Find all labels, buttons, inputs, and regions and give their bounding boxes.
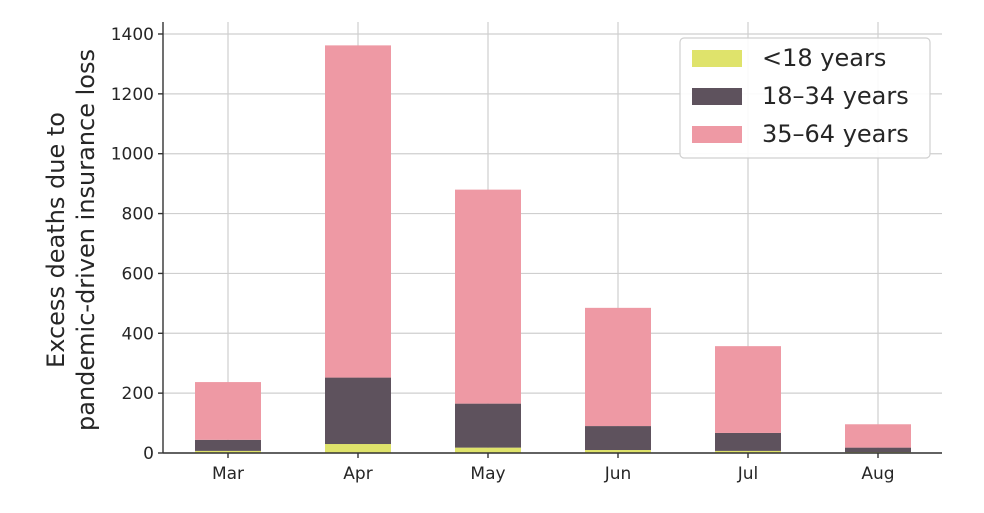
bar-jul-series-2 — [715, 346, 781, 433]
bars — [195, 45, 911, 453]
bar-may-series-0 — [455, 447, 521, 453]
bar-jul-series-1 — [715, 432, 781, 451]
y-axis-label-line-1: Excess deaths due to — [42, 112, 70, 368]
bar-mar-series-2 — [195, 382, 261, 440]
bar-jun-series-2 — [585, 307, 651, 427]
x-tick-label-jun: Jun — [604, 464, 632, 484]
bar-may-series-2 — [455, 189, 521, 404]
y-tick-label-0: 0 — [143, 444, 154, 464]
bar-jun-series-1 — [585, 426, 651, 451]
y-tick-label-800: 800 — [122, 205, 154, 225]
legend-swatch-0 — [692, 50, 742, 67]
x-tick-label-aug: Aug — [861, 464, 894, 484]
legend-swatch-2 — [692, 126, 742, 143]
legend-label-0: <18 years — [762, 44, 886, 72]
bar-mar-series-0 — [195, 450, 261, 453]
bar-jun-series-0 — [585, 450, 651, 453]
bar-apr-series-1 — [325, 377, 391, 445]
bar-apr-series-2 — [325, 45, 391, 378]
y-tick-labels: 0 200 400 600 800 1000 1200 1400 — [111, 25, 163, 464]
bar-apr-series-0 — [325, 444, 391, 453]
bar-jul-series-0 — [715, 450, 781, 453]
x-tick-label-may: May — [470, 464, 505, 484]
legend-frame — [679, 37, 931, 159]
y-axis-label-line-2: pandemic-driven insurance loss — [72, 49, 100, 431]
x-tick-labels: Mar Apr May Jun Jul Aug — [212, 453, 895, 484]
y-tick-label-1400: 1400 — [111, 25, 154, 45]
y-tick-label-600: 600 — [122, 264, 154, 284]
bar-aug-series-1 — [845, 447, 911, 453]
legend: <18 years 18–34 years 35–64 years — [679, 37, 931, 159]
y-tick-label-200: 200 — [122, 384, 154, 404]
y-tick-label-1000: 1000 — [111, 145, 154, 165]
y-tick-label-1200: 1200 — [111, 85, 154, 105]
bar-may-series-1 — [455, 403, 521, 448]
y-axis-label: Excess deaths due to pandemic-driven ins… — [42, 49, 100, 431]
legend-label-1: 18–34 years — [762, 82, 909, 110]
legend-label-2: 35–64 years — [762, 120, 909, 148]
legend-swatch-1 — [692, 88, 742, 105]
y-tick-label-400: 400 — [122, 324, 154, 344]
x-tick-label-apr: Apr — [343, 464, 372, 484]
x-tick-label-jul: Jul — [737, 464, 759, 484]
bar-mar-series-1 — [195, 439, 261, 451]
bar-aug-series-2 — [845, 424, 911, 448]
x-tick-label-mar: Mar — [212, 464, 244, 484]
